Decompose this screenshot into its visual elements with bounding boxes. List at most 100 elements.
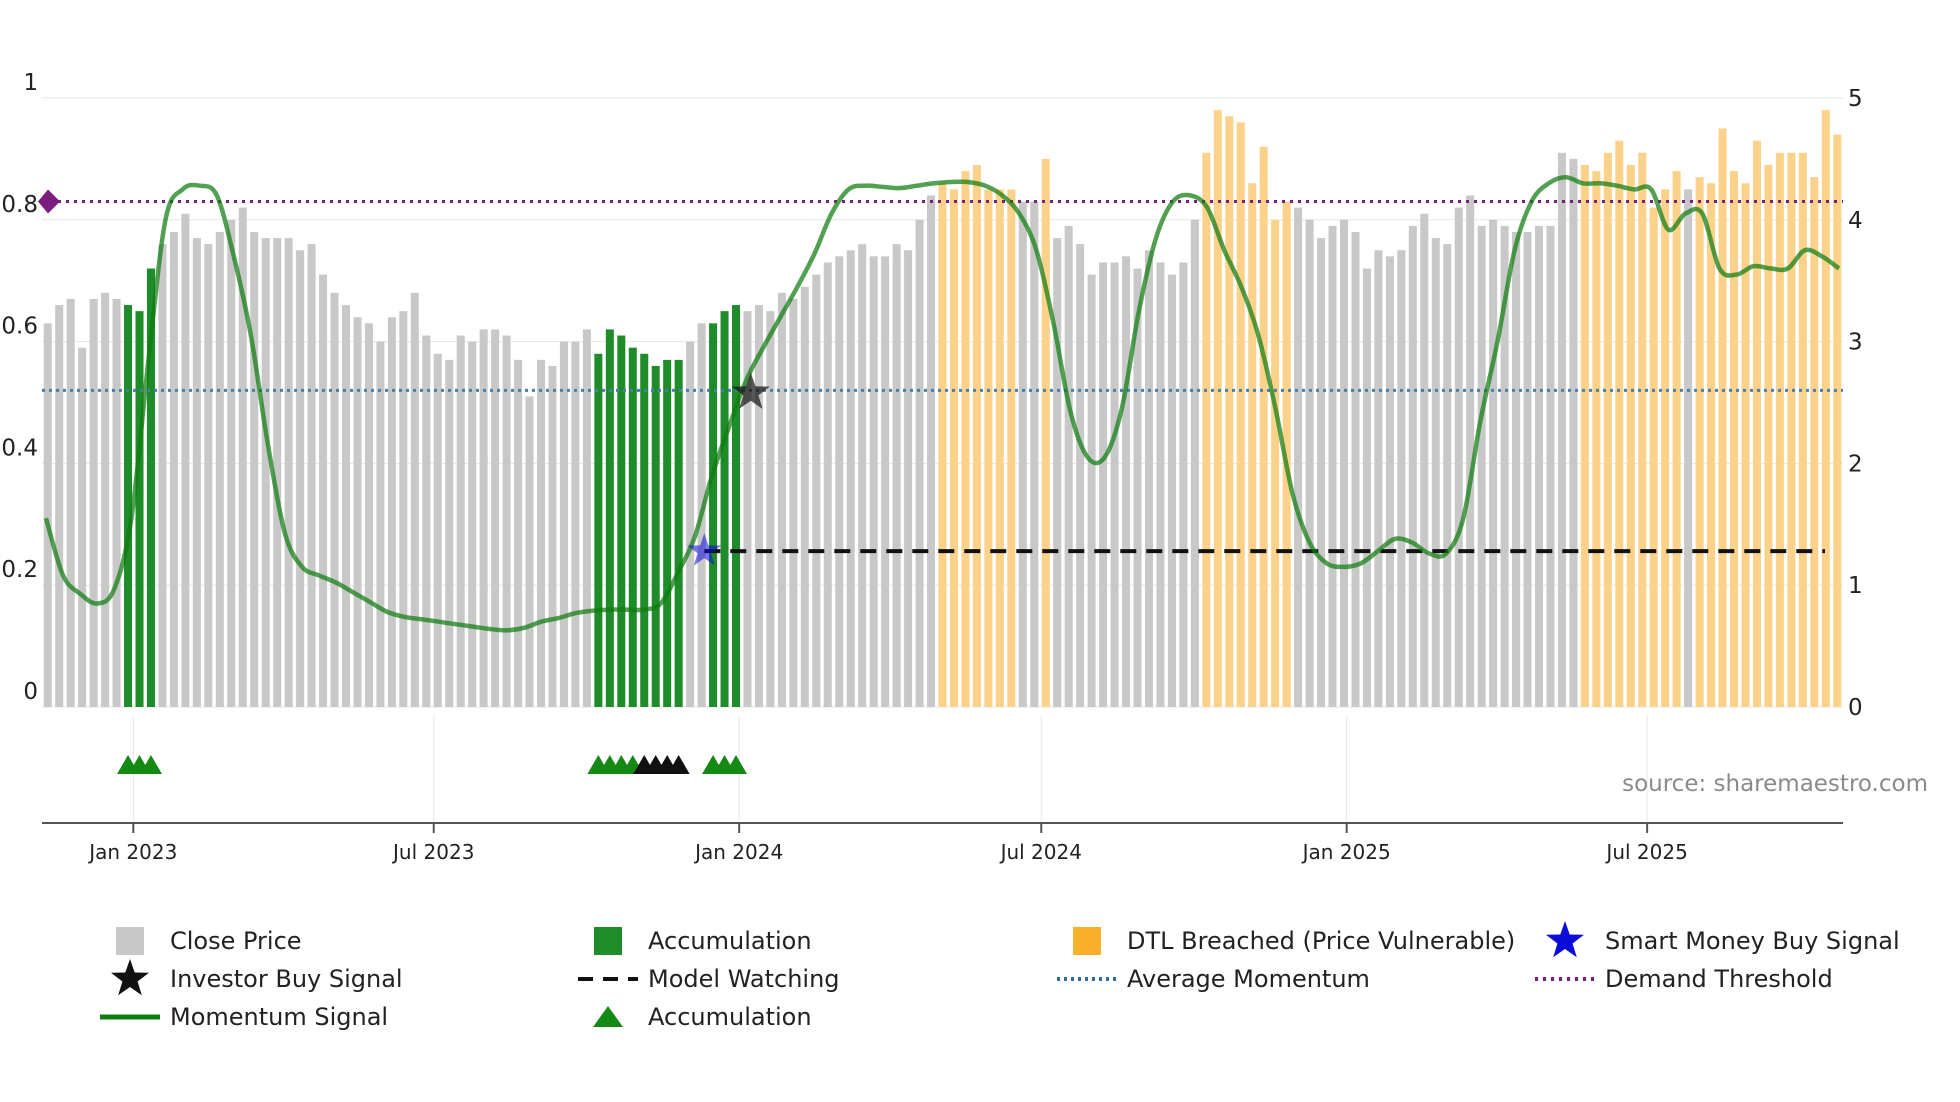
bar <box>1787 152 1796 707</box>
legend-label: Accumulation <box>648 1003 812 1031</box>
bar <box>1408 225 1417 707</box>
bar <box>640 353 649 707</box>
bar <box>766 311 775 707</box>
bar <box>743 311 752 707</box>
bar <box>525 396 534 707</box>
bar <box>1443 244 1452 707</box>
bar <box>1626 164 1635 708</box>
x-tick-label: Jul 2024 <box>999 840 1082 864</box>
bar <box>1213 110 1222 708</box>
left-tick-label: 0.4 <box>1 435 38 461</box>
bar <box>1110 262 1119 707</box>
bar <box>1649 207 1658 707</box>
bar <box>55 305 64 707</box>
bar <box>1305 219 1314 708</box>
bar <box>1397 250 1406 707</box>
bar <box>410 292 419 707</box>
bar <box>961 171 970 707</box>
bar <box>1030 201 1039 707</box>
bar <box>1041 158 1050 707</box>
bar <box>1018 201 1027 707</box>
legend: Close Price Accumulation DTL Breached (Pri… <box>100 921 1900 1031</box>
bar <box>502 335 511 707</box>
bar <box>1202 152 1211 707</box>
bar <box>972 164 981 708</box>
bar <box>273 238 282 707</box>
x-tick-label: Jul 2023 <box>391 840 474 864</box>
axes: 0 0.2 0.4 0.6 0.8 1 0 1 2 3 4 5 Jan 2023 Jul 2023 Jan … <box>1 70 1862 864</box>
bar <box>43 323 52 707</box>
legend-swatch <box>116 927 144 955</box>
bar <box>1569 158 1578 707</box>
legend-label: Momentum Signal <box>170 1003 388 1031</box>
x-tick-label: Jan 2024 <box>693 840 783 864</box>
bar <box>135 311 144 707</box>
bar <box>456 335 465 707</box>
bar <box>1730 171 1739 707</box>
bar <box>433 353 442 707</box>
bar <box>548 365 557 707</box>
bar <box>559 341 568 707</box>
bar <box>1684 189 1693 708</box>
bar <box>341 305 351 707</box>
bar <box>1718 128 1727 707</box>
bar <box>1603 152 1612 707</box>
bar <box>215 231 224 708</box>
legend-swatch <box>1073 927 1101 955</box>
bar <box>112 298 121 707</box>
bar <box>674 359 683 707</box>
bar <box>927 195 936 707</box>
legend-item-accum_bar: Accumulation <box>594 927 812 955</box>
demand-threshold-marker <box>38 189 60 214</box>
bar <box>663 359 672 707</box>
accumulation-triangle <box>139 755 162 774</box>
bar <box>296 250 305 707</box>
reference-lines <box>38 189 1843 554</box>
bar <box>1248 183 1257 707</box>
bar <box>1053 238 1062 707</box>
bar <box>709 323 718 707</box>
bar <box>1167 274 1176 707</box>
right-tick-label: 5 <box>1848 86 1863 112</box>
bar <box>949 189 958 708</box>
bar <box>1156 262 1165 707</box>
legend-item-avg: Average Momentum <box>1057 965 1370 993</box>
bar <box>1087 274 1096 707</box>
bar <box>617 335 626 707</box>
accumulation-triangles <box>117 755 748 774</box>
legend-label: DTL Breached (Price Vulnerable) <box>1127 927 1515 955</box>
bar <box>651 365 660 707</box>
bar <box>1523 231 1532 708</box>
bar <box>904 250 913 707</box>
bar <box>491 329 500 707</box>
bar <box>1798 152 1807 707</box>
bar <box>1707 183 1716 707</box>
bar <box>468 341 477 707</box>
legend-label: Average Momentum <box>1127 965 1370 993</box>
bar <box>158 244 167 707</box>
bar <box>479 329 488 707</box>
bar <box>892 244 901 707</box>
bar <box>915 219 924 708</box>
bar <box>984 189 993 708</box>
bar <box>1225 116 1234 707</box>
legend-label: Demand Threshold <box>1605 965 1833 993</box>
bar <box>1144 250 1153 707</box>
bar <box>514 359 523 707</box>
bar <box>284 238 293 707</box>
bar <box>1500 225 1509 707</box>
bar <box>1810 177 1819 708</box>
bar <box>1190 219 1199 708</box>
right-tick-label: 2 <box>1848 451 1863 477</box>
legend-label: Accumulation <box>648 927 812 955</box>
bar <box>1580 164 1589 708</box>
bar <box>1821 110 1830 708</box>
legend-label: Close Price <box>170 927 302 955</box>
left-tick-label: 1 <box>23 70 38 96</box>
bar <box>1534 225 1544 707</box>
bar <box>1317 238 1326 707</box>
bar <box>1695 177 1704 708</box>
bar <box>720 311 729 707</box>
bar <box>307 244 316 707</box>
